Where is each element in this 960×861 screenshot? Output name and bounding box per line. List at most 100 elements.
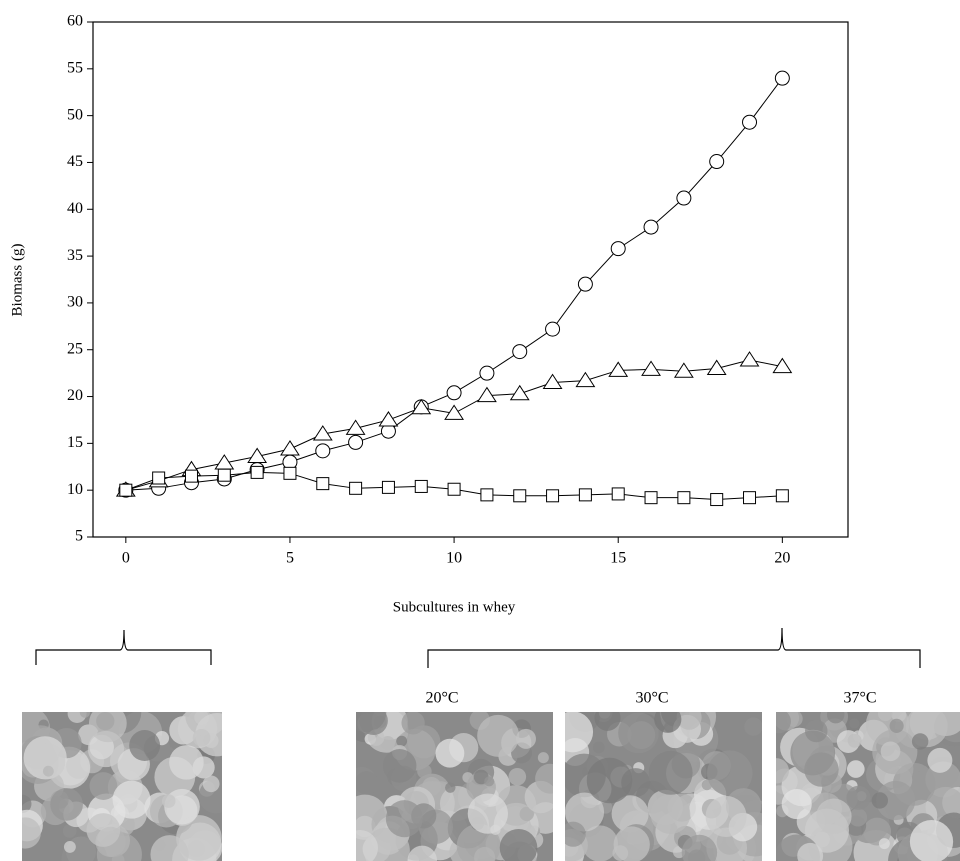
x-tick-label: 5 (286, 550, 294, 567)
photo-texture (382, 749, 417, 783)
point (411, 398, 432, 415)
photo-texture (356, 794, 388, 840)
point (316, 477, 330, 491)
point (742, 114, 758, 130)
photo-texture (401, 712, 425, 735)
bracket (427, 627, 921, 668)
photo-texture (79, 712, 90, 718)
photos (22, 712, 960, 861)
photo-texture (161, 794, 176, 808)
point (381, 480, 395, 494)
point (315, 443, 331, 459)
y-tick-label: 50 (67, 106, 83, 123)
photo-texture (848, 808, 868, 827)
point (414, 479, 428, 493)
photo-texture (705, 795, 747, 838)
photo-texture (445, 782, 456, 793)
point (641, 360, 661, 376)
photo-texture (847, 733, 862, 748)
photo-texture (618, 712, 659, 754)
point (710, 493, 724, 507)
photo-texture (50, 788, 83, 821)
point (743, 491, 757, 505)
y-tick-label: 30 (67, 294, 83, 311)
photo-texture (592, 741, 605, 754)
photo-texture (909, 819, 954, 861)
photo-texture (849, 718, 860, 729)
photo (22, 712, 222, 861)
photo-texture (776, 758, 790, 784)
point (119, 483, 133, 497)
photo-texture (537, 752, 549, 764)
photo-texture (192, 728, 211, 747)
photo-texture (654, 712, 682, 733)
point (476, 386, 497, 403)
x-tick-label: 10 (446, 550, 462, 567)
photo-texture (707, 750, 753, 796)
point (546, 489, 560, 503)
point (280, 440, 300, 456)
point (676, 190, 692, 206)
photo-texture (744, 717, 762, 736)
point (513, 489, 527, 503)
point (644, 491, 658, 505)
bracket (35, 629, 212, 665)
point (444, 404, 465, 420)
point (709, 154, 725, 170)
point (575, 371, 596, 388)
point (446, 385, 462, 401)
photo-texture (169, 745, 204, 780)
photo-texture (927, 747, 953, 773)
brackets (35, 627, 921, 668)
point (348, 434, 364, 450)
point (283, 466, 297, 480)
y-tick-label: 55 (67, 59, 83, 76)
photo-texture (467, 793, 509, 834)
point (677, 491, 691, 505)
point (312, 425, 333, 441)
photo-texture (876, 780, 916, 821)
panel-label: 37°C (843, 690, 876, 707)
x-axis-label: Subcultures in whey (393, 599, 516, 615)
y-tick-label: 35 (67, 247, 83, 264)
y-tick-label: 10 (67, 481, 83, 498)
point (578, 488, 592, 502)
photo-texture (356, 830, 378, 861)
point (739, 351, 760, 367)
series-line (125, 77, 783, 491)
photo-texture (871, 792, 889, 809)
photo-texture (613, 826, 650, 861)
photo-texture (86, 813, 121, 847)
photo-texture (359, 712, 388, 736)
point (152, 471, 166, 485)
x-tick-label: 20 (774, 550, 790, 567)
photo-texture (112, 780, 151, 819)
photo-texture (435, 738, 465, 768)
photo-texture (380, 735, 395, 751)
photo-texture (648, 750, 693, 795)
photo-texture (29, 743, 66, 780)
photo-texture (816, 798, 852, 835)
photo-texture (611, 795, 649, 833)
photo-texture (804, 752, 839, 787)
photo-texture (911, 733, 929, 750)
photo-texture (586, 757, 633, 804)
point (345, 419, 366, 435)
photo-texture (89, 772, 118, 800)
photo-texture (385, 800, 423, 838)
photo-texture (781, 788, 812, 820)
y-tick-label: 45 (67, 153, 83, 170)
point (577, 276, 593, 292)
point (447, 482, 461, 496)
photo-texture (515, 728, 536, 749)
point (643, 219, 659, 235)
photo-texture (565, 821, 586, 847)
photo (356, 712, 553, 861)
point (512, 344, 528, 360)
point (480, 488, 494, 502)
photo-texture (650, 794, 691, 835)
photo-texture (581, 825, 618, 861)
point (775, 489, 789, 503)
photo-texture (22, 794, 32, 814)
photo-texture (889, 718, 904, 733)
